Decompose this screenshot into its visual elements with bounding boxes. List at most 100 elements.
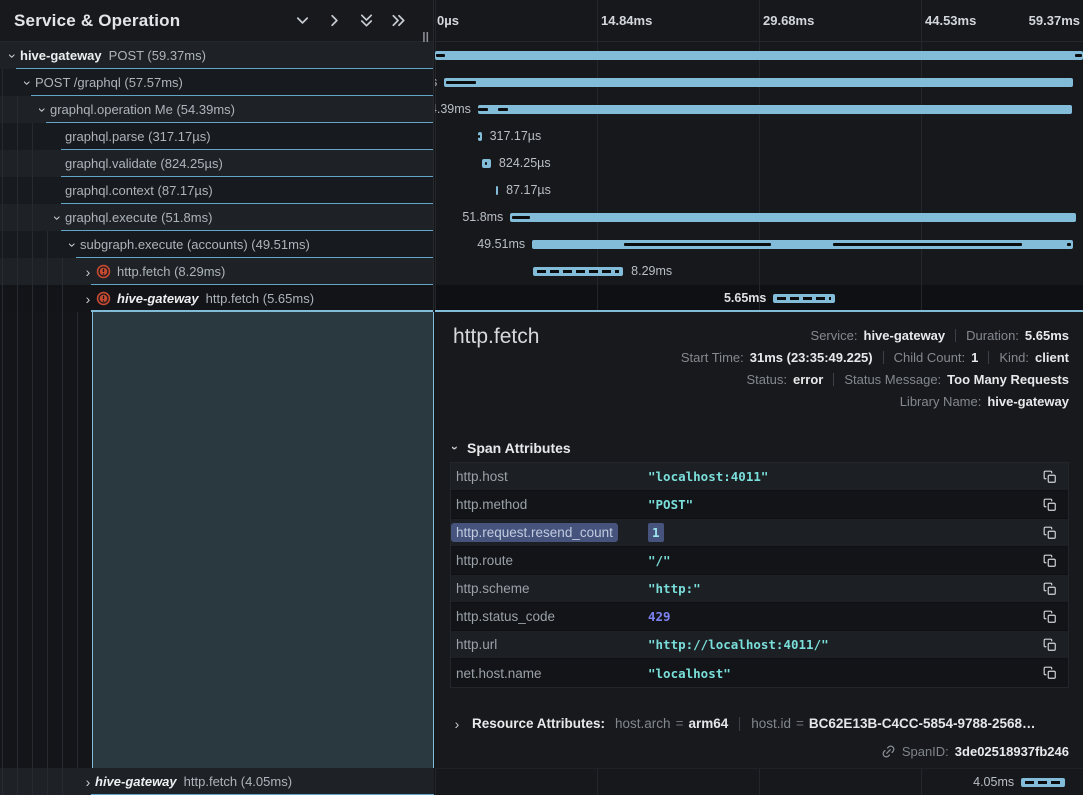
copy-button[interactable] [1040,663,1060,683]
copy-button[interactable] [1040,495,1060,515]
attribute-row[interactable]: http.host "localhost:4011" [451,463,1068,491]
tree-row[interactable]: graphql.validate (824.25µs) [0,150,433,177]
timeline-row[interactable]: 317.17µs [435,123,1083,150]
span-bar[interactable] [496,186,499,195]
copy-button[interactable] [1040,467,1060,487]
tree-row[interactable]: › graphql.operation Me (54.39ms) [0,96,433,123]
chevron-down-icon[interactable]: › [5,53,21,58]
span-attributes-header[interactable]: › Span Attributes [448,440,571,456]
copy-button[interactable] [1040,607,1060,627]
equals-sign: = [675,716,684,731]
tree-row[interactable]: › subgraph.execute (accounts) (49.51ms) [0,231,433,258]
timeline-row[interactable]: 8.29ms [435,258,1083,285]
span-bar[interactable] [477,105,1072,114]
collapse-one-button[interactable] [293,12,311,30]
attribute-value: "localhost:4011" [648,469,769,484]
resource-value: arm64 [688,716,729,731]
span-bar[interactable] [773,294,835,303]
chevron-down-icon[interactable]: › [20,80,36,85]
attribute-row[interactable]: http.status_code 429 [451,603,1068,631]
span-bar[interactable] [444,78,1073,87]
copy-icon [1043,582,1056,595]
meta-label: Library Name: [899,393,982,409]
span-attributes-table: http.host "localhost:4011" http.method "POS… [450,462,1069,688]
attribute-row[interactable]: net.host.name "localhost" [451,659,1068,687]
span-meta-line: Start Time: 31ms (23:35:49.225) Child Coun… [681,346,1069,368]
chevron-right-icon: › [454,716,460,731]
attribute-row[interactable]: http.request.resend_count 1 [451,519,1068,547]
tree-row[interactable]: › http.fetch (8.29ms) [0,258,433,285]
tree-row[interactable]: › hive-gateway http.fetch (5.65ms) [0,285,433,312]
timeline-row[interactable]: 5.65ms [435,285,1083,312]
chevron-down-icon[interactable]: › [65,242,81,247]
expand-one-button[interactable] [325,12,343,30]
attribute-key: http.route [456,553,514,568]
ruler-tick-label: 44.53ms [925,13,977,28]
tree-row[interactable]: › hive-gateway POST (59.37ms) [0,42,433,69]
span-duration-label: 8.29ms [631,264,673,278]
attribute-row[interactable]: http.route "/" [451,547,1068,575]
meta-value: client [1035,349,1069,365]
timeline-row[interactable]: 49.51ms [435,231,1083,258]
row-underline [16,68,433,69]
panel-resize-handle[interactable]: || [422,30,429,44]
timeline-row[interactable]: 57.57ms [435,69,1083,96]
copy-button[interactable] [1040,579,1060,599]
chevron-right-icon[interactable]: › [85,290,91,307]
collapse-all-button[interactable] [357,12,375,30]
copy-button[interactable] [1040,523,1060,543]
span-bar[interactable] [435,51,1083,60]
attribute-key: http.host [456,469,508,484]
tree-row[interactable]: › POST /graphql (57.57ms) [0,69,433,96]
bar-mark [498,108,509,111]
expand-all-button[interactable] [389,12,407,30]
tree-row[interactable]: graphql.context (87.17µs) [0,177,433,204]
span-detail-title: http.fetch [453,325,540,348]
chevron-down-icon[interactable]: › [50,215,66,220]
span-bar[interactable] [532,240,1073,249]
span-duration-label: 54.39ms [435,102,471,116]
timeline-row[interactable]: 4.05ms [435,769,1083,795]
timeline-row[interactable] [435,42,1083,69]
tree-row[interactable]: › graphql.execute (51.8ms) [0,204,433,231]
resource-divider [739,716,741,731]
meta-value: 5.65ms [1024,327,1069,343]
resource-attributes-pairs: host.arch = arm64 host.id = BC62E13B-C4CC-585… [615,716,1036,731]
span-bar[interactable] [532,267,624,276]
copy-button[interactable] [1040,551,1060,571]
tree-header: Service & Operation || [0,0,433,44]
attribute-row[interactable]: http.scheme "http:" [451,575,1068,603]
operation-label: graphql.execute (51.8ms) [65,210,213,225]
chevron-down-icon[interactable]: › [35,107,51,112]
span-bar[interactable] [510,213,1076,222]
span-attributes-title: Span Attributes [467,440,571,456]
span-bar[interactable] [478,132,482,141]
chevron-right-icon[interactable]: › [85,773,91,790]
ruler-tick-label: 59.37ms [1028,13,1080,28]
timeline-row[interactable]: 51.8ms [435,204,1083,231]
attribute-row[interactable]: http.url "http://localhost:4011/" [451,631,1068,659]
timeline-row[interactable]: 824.25µs [435,150,1083,177]
timeline-row[interactable]: 87.17µs [435,177,1083,204]
attribute-row[interactable]: http.method "POST" [451,491,1068,519]
meta-value: hive-gateway [863,327,946,343]
resource-attributes-row[interactable]: › Resource Attributes: host.arch = arm64 ho… [450,716,1075,731]
indent-guides [0,312,92,795]
span-bar[interactable] [481,159,491,168]
chevron-right-icon[interactable]: › [85,263,91,280]
ruler-tick-label: 14.84ms [601,13,653,28]
tree-row[interactable]: › hive-gateway http.fetch (4.05ms) [0,768,434,795]
operation-label: graphql.validate (824.25µs) [65,156,223,171]
timeline-row[interactable]: 54.39ms [435,96,1083,123]
row-underline [31,95,433,96]
tree-row[interactable]: graphql.parse (317.17µs) [0,123,433,150]
error-icon [96,264,111,279]
copy-button[interactable] [1040,635,1060,655]
attribute-key: http.scheme [456,581,530,596]
span-bar[interactable] [1021,778,1066,787]
chevron-down-icon [296,17,308,24]
span-duration-label: 57.57ms [435,69,437,96]
span-duration-label: 49.51ms [477,237,526,251]
tree-panel-title: Service & Operation [14,10,181,30]
